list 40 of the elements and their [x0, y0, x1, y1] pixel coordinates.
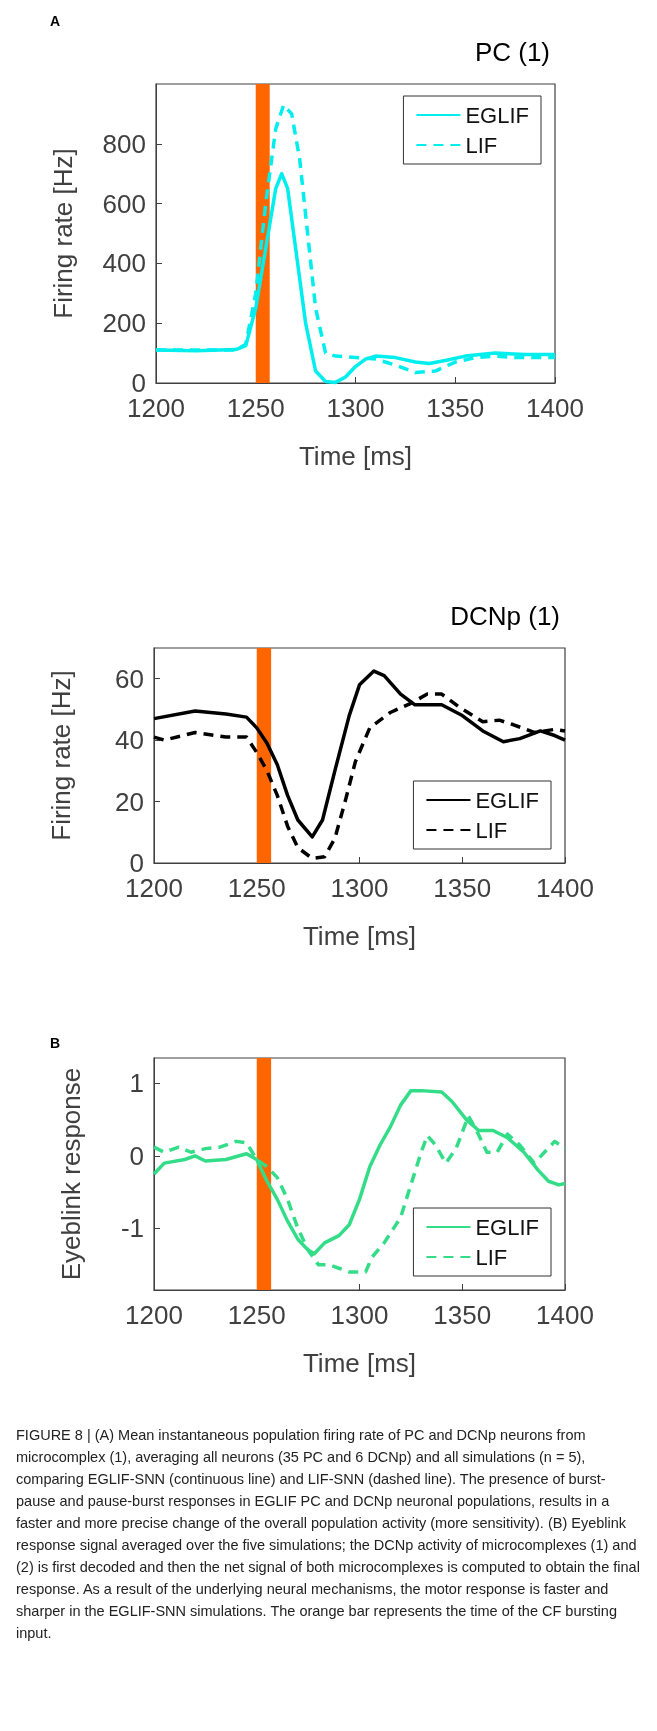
legend-label: LIF	[475, 1244, 508, 1270]
text: B	[50, 1035, 61, 1051]
y-tick-label: 0	[129, 1140, 144, 1171]
y-tick-label: 800	[102, 128, 146, 159]
x-tick-label: 1400	[536, 873, 594, 903]
x-tick-label: 1250	[226, 393, 285, 423]
x-tick-label: 1300	[330, 873, 389, 903]
y-tick-label: 60	[115, 663, 144, 694]
x-tick-label: 1400	[526, 393, 584, 423]
x-axis-title: Time [ms]	[302, 921, 417, 951]
y-tick-label: 1	[129, 1068, 144, 1099]
x-tick-label: 1400	[536, 1300, 594, 1330]
x-tick-label: 1350	[433, 1300, 492, 1330]
y-tick-label: -1	[120, 1213, 144, 1244]
x-tick-label: 1300	[330, 1300, 389, 1330]
y-tick-label: 20	[115, 786, 144, 817]
y-axis-title: Eyeblink response	[56, 1067, 86, 1281]
y-axis-title: Firing rate [Hz]	[48, 148, 78, 319]
y-tick-label: 400	[102, 248, 146, 279]
y-tick-label: 200	[102, 308, 146, 339]
y-axis-title: Firing rate [Hz]	[46, 670, 76, 841]
x-tick-label: 1250	[227, 1300, 286, 1330]
x-tick-label: 1350	[433, 873, 492, 903]
y-tick-label: 40	[115, 725, 144, 756]
y-tick-label: 600	[102, 188, 146, 219]
x-tick-label: 1250	[227, 873, 286, 903]
text: FIGURE 8 | (A) Mean instantaneous population firing rate of PC and DCNp neurons from microcomplex (1), averaging all neurons (35 PC and 6 DCNp) and all simulations (n = 5), comparing EGLIF-SNN (continuous line) and LIF-SNN (dashed line). The presence of burst-pause and pause-burst responses in EGLIF PC and DCNp neuronal populations, results in a faster and more precise change of the overall population activity (more sensitivity). (B) Eyeblink response signal averaged over the five simulations; the DCNp activity of microcomplexes (1) and (2) is first decoded and then the net signal of both microcomplexes is computed to obtain the final response. As a result of the underlying neural mechanisms, the motor response is faster and sharper in the EGLIF-SNN simulations. The orange bar represents the time of the CF bursting input.	[16, 1427, 640, 1641]
x-tick-label: 1300	[326, 393, 385, 423]
legend-label: LIF	[475, 817, 508, 843]
legend-label: EGLIF	[465, 102, 530, 128]
x-tick-label: 1200	[125, 1300, 183, 1330]
legend-label: EGLIF	[475, 1214, 540, 1240]
chart-title: DCNp (1)	[450, 601, 561, 631]
x-axis-title: Time [ms]	[302, 1348, 417, 1378]
x-axis-title: Time [ms]	[298, 441, 413, 471]
legend-label: EGLIF	[475, 787, 540, 813]
text: A	[50, 13, 61, 29]
chart-title: PC (1)	[474, 37, 551, 67]
legend-label: LIF	[465, 132, 498, 158]
x-tick-label: 1350	[426, 393, 485, 423]
